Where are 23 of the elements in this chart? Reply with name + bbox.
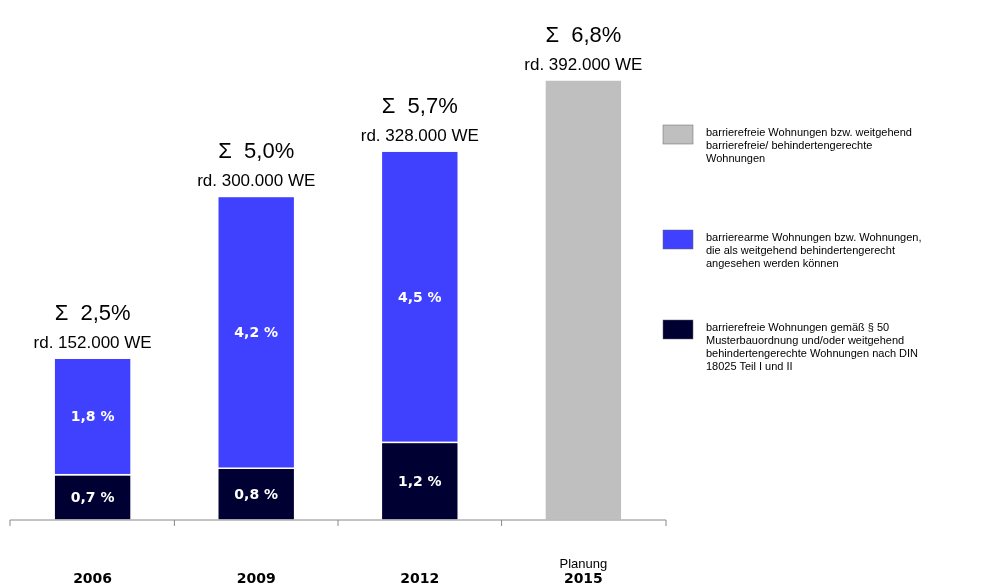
legend-label: barrierearme Wohnungen bzw. Wohnungen, die als weitgehend behindertengerecht angesehen werden können bbox=[706, 231, 922, 269]
bar bbox=[544, 79, 623, 521]
x-tick-label: 2015 bbox=[563, 570, 603, 585]
legend-label: barrierefreie Wohnungen gemäß § 50 Musterbauordnung und/oder weitgehend behindertengerechte Wohnungen nach DIN 18025 Teil I und II bbox=[706, 321, 919, 372]
text: rd. 392.000 WE bbox=[524, 55, 643, 74]
data-label: 4,2 % bbox=[234, 324, 279, 341]
data-label: 1,8 % bbox=[70, 408, 115, 425]
annotation: rd. 300.000 WE bbox=[197, 171, 316, 191]
total-label: Σ 2,5% bbox=[54, 300, 131, 326]
data-label: 0,8 % bbox=[234, 486, 279, 503]
annotation: rd. 328.000 WE bbox=[360, 126, 479, 146]
total-label: Σ 6,8% bbox=[545, 22, 622, 47]
total-label: Σ 5,0% bbox=[218, 138, 295, 164]
x-tick-label: 2006 bbox=[73, 570, 113, 585]
x-tick-label: 2012 bbox=[400, 570, 440, 585]
data-label: 0,7 % bbox=[70, 489, 115, 506]
total-label: Σ 5,7% bbox=[381, 93, 458, 119]
data-label: 4,5 % bbox=[397, 288, 442, 305]
data-label: 1,2 % bbox=[397, 473, 442, 490]
legend-label: barrierefreie Wohnungen bzw. weitgehend barrierefreie/ behindertengerechte Wohnungen bbox=[706, 126, 912, 164]
annotation: rd. 152.000 WE bbox=[33, 333, 152, 353]
x-tick-label: 2009 bbox=[236, 570, 276, 585]
text: Planung bbox=[559, 556, 608, 571]
